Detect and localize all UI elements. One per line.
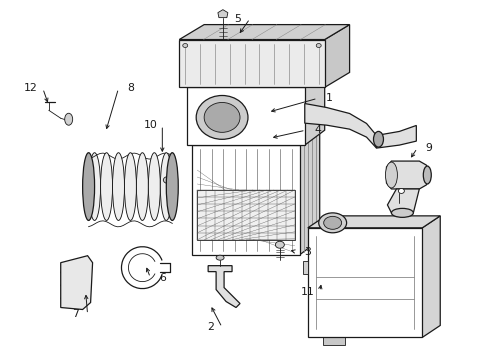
- Polygon shape: [192, 130, 319, 145]
- Ellipse shape: [163, 176, 173, 184]
- Polygon shape: [303, 261, 308, 274]
- Text: 11: 11: [301, 287, 315, 297]
- Polygon shape: [192, 145, 300, 255]
- Ellipse shape: [398, 189, 404, 193]
- Ellipse shape: [316, 44, 321, 48]
- Polygon shape: [187, 72, 325, 87]
- Polygon shape: [187, 87, 305, 145]
- Polygon shape: [308, 228, 422, 337]
- Ellipse shape: [275, 241, 284, 248]
- Text: 8: 8: [127, 84, 134, 93]
- Text: 10: 10: [144, 120, 157, 130]
- Polygon shape: [61, 256, 93, 310]
- Ellipse shape: [183, 44, 188, 48]
- Text: 9: 9: [426, 143, 433, 153]
- Ellipse shape: [166, 153, 178, 220]
- Ellipse shape: [89, 153, 100, 220]
- Text: 3: 3: [304, 247, 311, 257]
- Text: 5: 5: [235, 14, 242, 24]
- Ellipse shape: [160, 153, 172, 220]
- Polygon shape: [300, 130, 319, 255]
- Ellipse shape: [318, 213, 346, 233]
- Ellipse shape: [136, 153, 148, 220]
- Polygon shape: [376, 125, 416, 148]
- Polygon shape: [179, 40, 325, 87]
- Ellipse shape: [373, 131, 384, 147]
- Text: 4: 4: [314, 125, 321, 135]
- Ellipse shape: [83, 153, 95, 220]
- Polygon shape: [325, 24, 349, 87]
- Ellipse shape: [392, 208, 414, 217]
- Ellipse shape: [204, 103, 240, 132]
- Ellipse shape: [216, 255, 224, 260]
- Text: 2: 2: [207, 323, 214, 332]
- Ellipse shape: [65, 113, 73, 125]
- Polygon shape: [218, 10, 228, 18]
- Polygon shape: [308, 216, 440, 228]
- Polygon shape: [422, 216, 440, 337]
- Ellipse shape: [386, 162, 397, 188]
- Ellipse shape: [100, 153, 113, 220]
- Bar: [323, 336, 344, 345]
- Polygon shape: [388, 189, 419, 213]
- Text: 6: 6: [159, 273, 166, 283]
- Ellipse shape: [148, 153, 160, 220]
- Polygon shape: [208, 266, 240, 307]
- Polygon shape: [305, 104, 376, 148]
- Ellipse shape: [196, 95, 248, 139]
- Ellipse shape: [113, 153, 124, 220]
- Ellipse shape: [423, 166, 431, 184]
- Ellipse shape: [124, 153, 136, 220]
- Polygon shape: [179, 24, 349, 40]
- Text: 12: 12: [24, 84, 38, 93]
- Polygon shape: [197, 190, 295, 240]
- Text: 7: 7: [72, 310, 79, 319]
- Polygon shape: [305, 72, 325, 145]
- Polygon shape: [387, 161, 429, 189]
- Text: 1: 1: [326, 93, 333, 103]
- Ellipse shape: [324, 216, 342, 229]
